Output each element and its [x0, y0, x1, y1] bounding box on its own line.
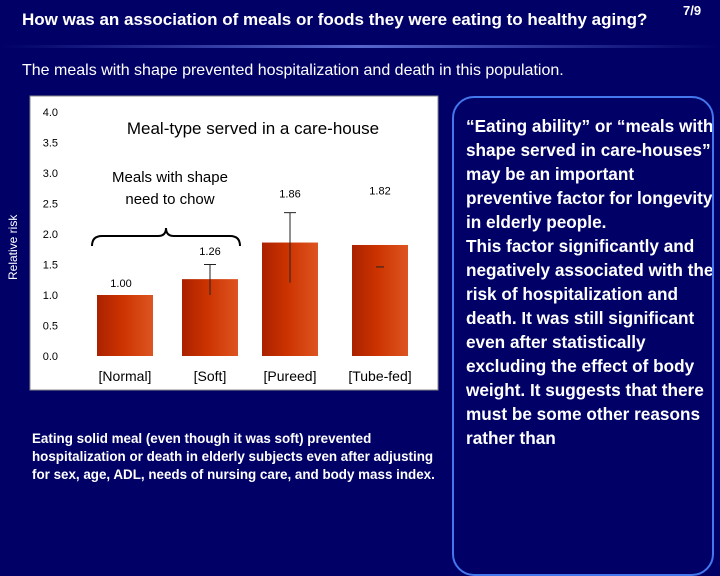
y-tick-label: 3.0 — [43, 168, 58, 180]
bar-normal — [97, 295, 153, 356]
error-bars — [204, 212, 384, 295]
page-number: 7/9 — [683, 3, 702, 18]
bar-chart: 0.0 0.5 1.0 1.5 2.0 2.5 3.0 3.5 4.0 1.00 1.26 1.86… — [29, 95, 439, 391]
conclusion-text: “Eating ability” or “meals with shape se… — [466, 114, 714, 450]
slide-title: How was an association of meals or foods… — [22, 10, 648, 29]
bar-value-label: 1.00 — [110, 278, 131, 290]
category-labels: [Normal] [Soft] [Pureed] [Tube-fed] — [99, 368, 412, 384]
y-tick-label: 0.0 — [43, 351, 58, 363]
title-divider — [0, 45, 720, 48]
meals-with-shape-bracket — [91, 227, 241, 247]
conclusion-paragraph-1: “Eating ability” or “meals with shape se… — [466, 116, 714, 232]
slide-subtitle: The meals with shape prevented hospitali… — [22, 62, 564, 79]
y-axis-ticks: 0.0 0.5 1.0 1.5 2.0 2.5 3.0 3.5 4.0 — [43, 107, 58, 363]
conclusion-box: “Eating ability” or “meals with shape se… — [452, 96, 714, 576]
category-label: [Normal] — [99, 368, 152, 384]
bracket-line — [91, 227, 241, 247]
bar-tube-fed — [352, 244, 408, 356]
category-label: [Pureed] — [264, 368, 317, 384]
y-tick-label: 1.0 — [43, 290, 58, 302]
category-label: [Soft] — [194, 368, 227, 384]
bar-value-labels: 1.00 1.26 1.86 1.82 — [110, 185, 390, 290]
y-tick-label: 2.5 — [43, 199, 58, 211]
y-tick-label: 4.0 — [43, 107, 58, 119]
bar-value-label: 1.82 — [369, 185, 390, 197]
chart-footnote: Eating solid meal (even though it was so… — [32, 431, 435, 482]
chart-title: Meal-type served in a care-house — [127, 119, 379, 138]
category-label: [Tube-fed] — [348, 368, 411, 384]
y-tick-label: 1.5 — [43, 260, 58, 272]
y-tick-label: 2.0 — [43, 229, 58, 241]
y-tick-label: 0.5 — [43, 321, 58, 333]
bracket-label-line-1: Meals with shape — [112, 169, 228, 186]
bar-value-label: 1.26 — [199, 246, 220, 258]
y-tick-label: 3.5 — [43, 138, 58, 150]
bracket-label-line-2: need to chow — [125, 191, 214, 208]
bar-series — [97, 242, 408, 356]
conclusion-paragraph-2: This factor significantly and negatively… — [466, 236, 714, 448]
bar-value-label: 1.86 — [279, 188, 300, 200]
